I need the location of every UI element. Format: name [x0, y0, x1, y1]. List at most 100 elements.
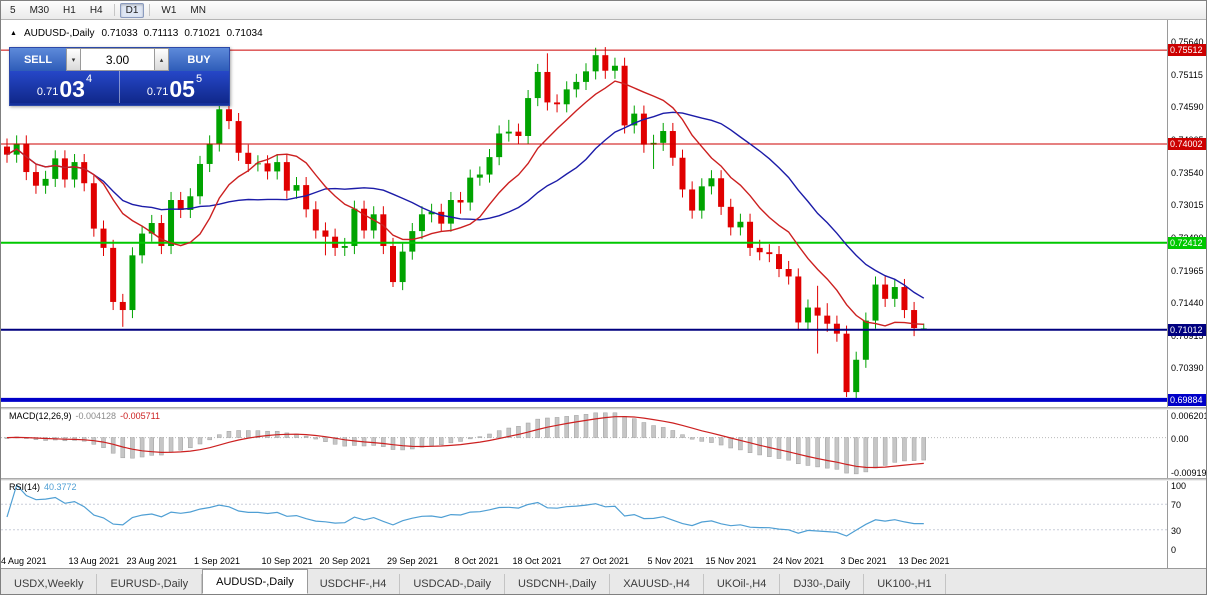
price-axis-label: 0.73540 — [1171, 167, 1204, 178]
date-label: 13 Aug 2021 — [68, 556, 120, 566]
pane-separator-macd[interactable] — [1, 407, 1206, 410]
ohlc-close: 0.71034 — [226, 28, 263, 39]
time-axis[interactable]: 4 Aug 2021 13 Aug 2021 23 Aug 2021 1 Sep 20… — [1, 552, 1167, 571]
chart-tab-usdchf-[interactable]: USDCHF-,H4 — [307, 574, 401, 594]
ma-slow-line — [6, 111, 925, 299]
chart-tab-usdcad-[interactable]: USDCAD-,Daily — [400, 574, 505, 594]
chart-tab-audusd-[interactable]: AUDUSD-,Daily — [202, 569, 308, 594]
toolbar-divider — [149, 4, 151, 16]
timeframe-button-h4[interactable]: H4 — [89, 4, 103, 16]
rsi-guides — [1, 503, 1167, 531]
triangle-down-icon: ▾ — [71, 56, 76, 64]
chart-tab-dj30-[interactable]: DJ30-,Daily — [780, 574, 865, 594]
price-axis-label: 0.75640 — [1171, 37, 1204, 48]
price-level-badge: 0.74002 — [1168, 137, 1206, 150]
macd-histogram — [4, 412, 926, 475]
macd-signal-value: -0.005711 — [120, 411, 160, 421]
sell-price-display[interactable]: 0.71 03 4 — [10, 71, 119, 103]
timeframe-toolbar: 5 M30 H1 H4 D1 W1 MN — [1, 1, 1206, 20]
timeframe-button-m30[interactable]: M30 — [29, 4, 50, 16]
rsi-axis-label: 30 — [1171, 525, 1182, 536]
one-click-trading-widget: SELL ▾ ▴ BUY 0.71 03 4 0.71 05 5 — [9, 47, 230, 106]
ohlc-high: 0.71113 — [143, 28, 179, 39]
macd-axis-label: -0.00919 — [1171, 468, 1207, 478]
rsi-line — [6, 483, 924, 537]
sell-price-point: 4 — [85, 73, 93, 85]
date-label: 18 Oct 2021 — [512, 556, 562, 566]
volume-increase-button[interactable]: ▴ — [154, 48, 169, 71]
chart-tab-eurusd-[interactable]: EURUSD-,Daily — [97, 574, 203, 594]
price-axis-label: 0.71440 — [1171, 298, 1204, 309]
date-label: 3 Dec 2021 — [840, 556, 887, 566]
rsi-name: RSI(14) — [9, 482, 41, 492]
date-label: 29 Sep 2021 — [387, 556, 439, 566]
price-axis-label: 0.75115 — [1171, 69, 1203, 80]
chart-header: ▲ AUDUSD-,Daily 0.71033 0.71113 0.71021 0.7… — [10, 28, 269, 39]
chart-tab-ukoil-[interactable]: UKOil-,H4 — [704, 574, 781, 594]
buy-price-point: 5 — [195, 73, 203, 85]
chart-window-icon: ▲ — [10, 29, 17, 37]
toolbar-divider — [113, 4, 115, 16]
date-label: 8 Oct 2021 — [454, 556, 499, 566]
price-axis-label: 0.73015 — [1171, 200, 1204, 211]
timeframe-button-d1[interactable]: D1 — [119, 2, 145, 18]
chart-tab-bar: USDX,Weekly EURUSD-,Daily AUDUSD-,Daily USD… — [1, 568, 1206, 594]
rsi-axis-label: 100 — [1171, 481, 1187, 491]
ohlc-low: 0.71021 — [184, 28, 221, 39]
rsi-axis-label: 0 — [1171, 545, 1177, 555]
price-level-badge: 0.75512 — [1168, 44, 1206, 57]
price-level-badge: 0.69884 — [1168, 393, 1206, 406]
macd-label: MACD(12,26,9) -0.004128 -0.005711 — [9, 411, 160, 421]
timeframe-button-5[interactable]: 5 — [10, 4, 16, 16]
date-label: 20 Sep 2021 — [319, 556, 371, 566]
ohlc-open: 0.71033 — [101, 28, 138, 39]
buy-price-pips: 05 — [169, 76, 195, 102]
price-axis-label: 0.74590 — [1171, 102, 1204, 113]
chart-tab-usdx[interactable]: USDX,Weekly — [1, 574, 98, 594]
sell-price-prefix: 0.71 — [36, 86, 59, 98]
price-level-badge: 0.72412 — [1168, 236, 1206, 249]
buy-price-display[interactable]: 0.71 05 5 — [119, 71, 229, 103]
date-label: 23 Aug 2021 — [126, 556, 177, 566]
timeframe-button-h1[interactable]: H1 — [63, 4, 76, 16]
rsi-label: RSI(14) 40.3772 — [9, 482, 77, 492]
volume-decrease-button[interactable]: ▾ — [66, 48, 81, 71]
date-label: 27 Oct 2021 — [580, 556, 630, 566]
rsi-axis-label: 70 — [1171, 500, 1182, 511]
price-axis[interactable]: 0.756400.751150.745900.740650.735400.730… — [1167, 19, 1207, 571]
macd-axis-label: 0.00 — [1171, 433, 1189, 444]
date-label: 10 Sep 2021 — [261, 556, 313, 566]
macd-signal-line — [6, 415, 924, 469]
chart-tab-xauusd-[interactable]: XAUUSD-,H4 — [610, 574, 704, 594]
date-label: 4 Aug 2021 — [1, 556, 47, 566]
date-label: 1 Sep 2021 — [194, 556, 241, 566]
buy-price-prefix: 0.71 — [146, 86, 169, 98]
triangle-up-icon: ▴ — [159, 56, 164, 64]
macd-name: MACD(12,26,9) — [9, 411, 72, 421]
level-lines[interactable] — [1, 49, 1167, 402]
ma-fast-line — [6, 80, 924, 327]
chart-symbol-title: AUDUSD-,Daily — [23, 28, 95, 39]
price-axis-label: 0.71965 — [1171, 265, 1204, 276]
price-level-badge: 0.71012 — [1168, 323, 1206, 336]
macd-axis-label: 0.006201 — [1171, 411, 1207, 421]
chart-tab-uk100-[interactable]: UK100-,H1 — [864, 574, 946, 594]
ohlc-readout: 0.71033 0.71113 0.71021 0.71034 — [102, 28, 269, 39]
date-label: 13 Dec 2021 — [898, 556, 950, 566]
price-axis-label: 0.70915 — [1171, 330, 1204, 341]
pane-separator-rsi[interactable] — [1, 478, 1206, 481]
timeframe-button-w1[interactable]: W1 — [161, 4, 177, 16]
buy-button[interactable]: BUY — [169, 48, 229, 71]
sell-button[interactable]: SELL — [10, 48, 66, 71]
macd-main-value: -0.004128 — [75, 411, 117, 421]
date-label: 5 Nov 2021 — [647, 556, 694, 566]
date-label: 15 Nov 2021 — [705, 556, 757, 566]
volume-input[interactable] — [81, 48, 154, 71]
price-axis-label: 0.70390 — [1171, 363, 1204, 374]
date-label: 24 Nov 2021 — [773, 556, 825, 566]
candlestick-series — [4, 47, 927, 401]
timeframe-button-mn[interactable]: MN — [190, 4, 206, 16]
chart-tab-usdcnh-[interactable]: USDCNH-,Daily — [505, 574, 611, 594]
